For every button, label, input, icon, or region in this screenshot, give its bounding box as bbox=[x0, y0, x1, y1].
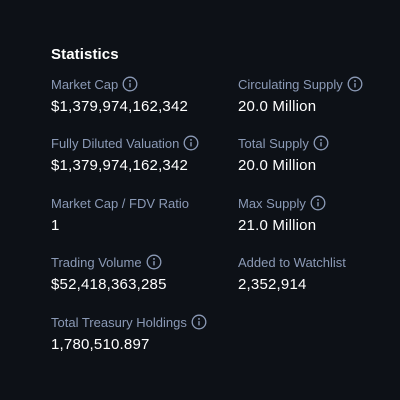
stat-total-supply: Total Supply 20.0 Million bbox=[238, 134, 329, 174]
stat-max-supply: Max Supply 21.0 Million bbox=[238, 194, 326, 234]
statistics-title: Statistics bbox=[51, 46, 119, 63]
stat-value: 21.0 Million bbox=[238, 217, 317, 234]
info-icon[interactable] bbox=[183, 135, 199, 151]
stat-label: Trading Volume bbox=[51, 254, 142, 270]
info-icon[interactable] bbox=[347, 76, 363, 92]
stat-value: 1 bbox=[51, 217, 60, 234]
info-icon[interactable] bbox=[191, 314, 207, 330]
stat-total-treasury-holdings: Total Treasury Holdings 1,780,510.897 bbox=[51, 313, 207, 353]
stat-value: 2,352,914 bbox=[238, 276, 307, 293]
stat-value: 20.0 Million bbox=[238, 98, 317, 115]
info-icon[interactable] bbox=[122, 76, 138, 92]
stat-label: Fully Diluted Valuation bbox=[51, 135, 180, 151]
stat-value: 20.0 Million bbox=[238, 157, 317, 174]
info-icon[interactable] bbox=[313, 135, 329, 151]
stat-circulating-supply: Circulating Supply 20.0 Million bbox=[238, 75, 363, 115]
stat-value: $1,379,974,162,342 bbox=[51, 157, 189, 174]
stat-label: Added to Watchlist bbox=[238, 254, 346, 270]
stat-trading-volume: Trading Volume $52,418,363,285 bbox=[51, 253, 167, 294]
stat-label: Circulating Supply bbox=[238, 76, 343, 92]
stat-market-cap-fdv-ratio: Market Cap / FDV Ratio 1 bbox=[51, 194, 189, 235]
stat-value: $1,379,974,162,342 bbox=[51, 98, 189, 115]
info-icon[interactable] bbox=[146, 254, 162, 270]
stat-value: 1,780,510.897 bbox=[51, 336, 150, 353]
stat-fully-diluted-valuation: Fully Diluted Valuation $1,379,974,162,3… bbox=[51, 134, 199, 174]
stat-market-cap: Market Cap $1,379,974,162,342 bbox=[51, 75, 189, 116]
stat-label: Market Cap / FDV Ratio bbox=[51, 195, 189, 211]
stat-label: Market Cap bbox=[51, 76, 119, 92]
stat-label: Total Supply bbox=[238, 135, 309, 151]
stat-label: Max Supply bbox=[238, 195, 306, 211]
stat-label: Total Treasury Holdings bbox=[51, 314, 187, 330]
stat-value: $52,418,363,285 bbox=[51, 276, 167, 293]
stat-added-to-watchlist: Added to Watchlist 2,352,914 bbox=[238, 253, 346, 294]
info-icon[interactable] bbox=[310, 195, 326, 211]
